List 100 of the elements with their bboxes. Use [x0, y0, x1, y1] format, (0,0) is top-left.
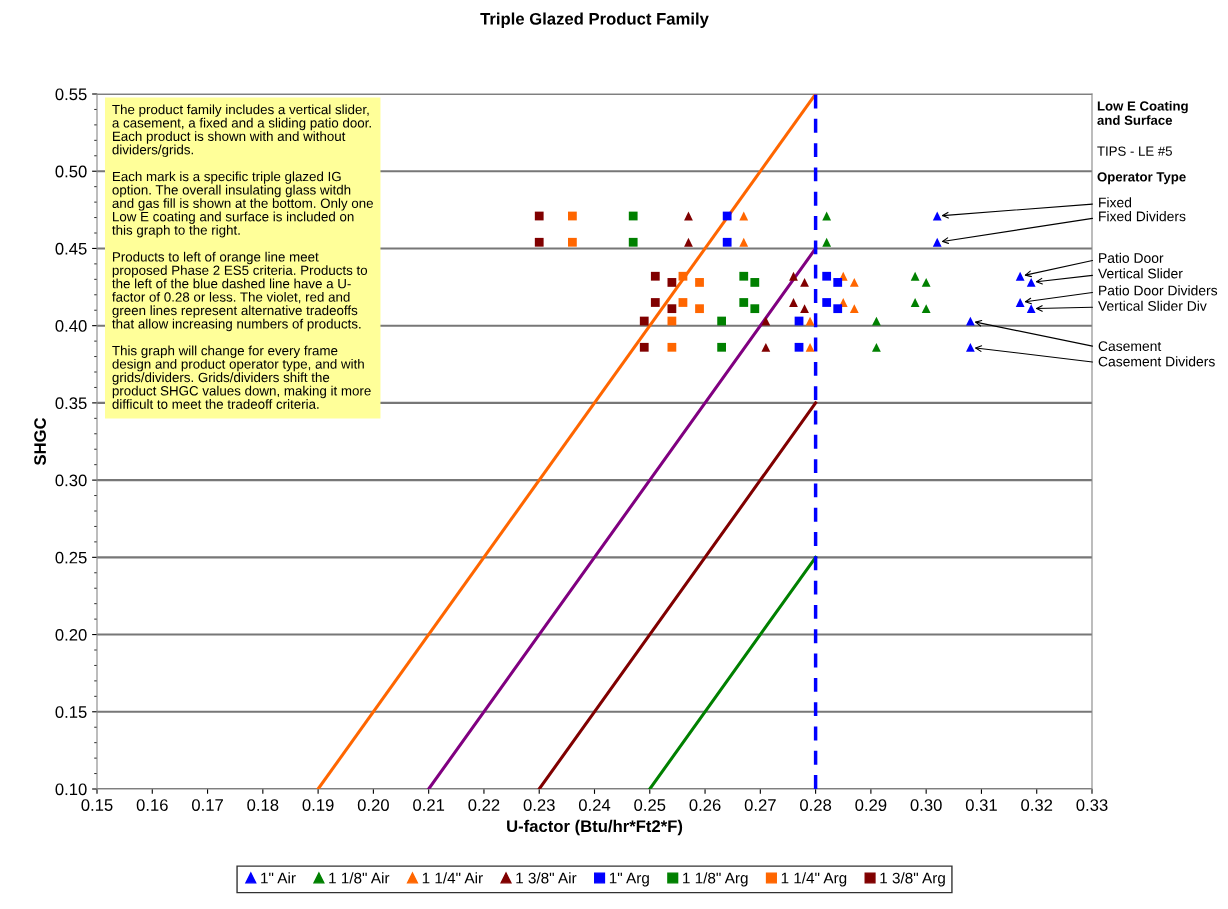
point	[639, 316, 649, 326]
x-tick-label: 0.32	[1021, 799, 1053, 811]
y-tick-label: 0.40	[55, 320, 87, 332]
point	[822, 211, 832, 221]
x-tick-label: 0.26	[689, 799, 721, 811]
text: The product family includes a vertical slider, a casement, a fixed and a sliding patio door. Each product is shown with and without dividers/grids. Each mark is a specific triple glazed IG option. The overall insulating glass witdh and gas fill is shown at the bottom. Only one Low E coating and surface is included on this graph to the right. Products to left of orange line meet proposed Phase 2 ES5 criteria. Products to the left of the blue dashed line have a U- factor of 0.28 or less. The violet, red and green lines represent alternative tradeoffs that allow increasing numbers of products. This graph will change for every frame design and product operator type, and with grids/dividers. Grids/dividers shift the product SHGC values down, making it more difficult to meet the tradeoff criteria.	[112, 104, 373, 409]
point	[739, 271, 749, 281]
x-tick-label: 0.25	[634, 799, 666, 811]
point	[717, 316, 727, 326]
x-tick-label: 0.31	[965, 799, 997, 811]
x-tick-label: 0.29	[855, 799, 887, 811]
point	[822, 237, 832, 247]
point	[1026, 304, 1036, 314]
point	[932, 211, 942, 221]
point	[761, 316, 771, 326]
text: Low E Coating and Surface	[1097, 100, 1188, 125]
legend-label: 1 1/8" Air	[329, 872, 390, 884]
point	[761, 342, 771, 352]
x-tick-label: 0.16	[136, 799, 168, 811]
point	[717, 342, 727, 352]
point	[789, 298, 798, 307]
annotation: Casement Dividers	[1098, 356, 1215, 367]
legend-label: 1 3/8" Arg	[880, 872, 945, 887]
x-tick-label: 0.15	[81, 799, 113, 811]
point	[684, 237, 693, 247]
point	[695, 278, 704, 287]
point	[568, 211, 577, 221]
point	[667, 278, 677, 287]
point	[1026, 278, 1036, 287]
point	[722, 211, 732, 221]
legend-label: 1" Air	[261, 872, 296, 884]
annotation: Fixed	[1099, 197, 1132, 208]
y-tick-label: 0.50	[55, 165, 87, 178]
point	[678, 298, 688, 307]
x-tick-label: 0.33	[1076, 799, 1108, 811]
x-tick-label: 0.22	[468, 799, 500, 811]
point	[739, 237, 749, 247]
point	[966, 316, 975, 326]
point	[534, 211, 544, 221]
point	[667, 304, 677, 314]
y-tick-label: 0.30	[55, 474, 87, 487]
x-tick-label: 0.30	[910, 799, 942, 811]
point	[750, 278, 760, 287]
x-tick-label: 0.28	[800, 799, 832, 811]
legend-label: 1 3/8" Air	[516, 872, 577, 884]
x-tick-label: 0.23	[523, 799, 555, 811]
point	[650, 271, 660, 281]
annotation: Fixed Dividers	[1099, 211, 1186, 222]
y-tick-label: 0.35	[55, 397, 87, 410]
annotation: Casement	[1098, 341, 1162, 352]
point	[667, 342, 677, 352]
point	[872, 316, 881, 326]
point	[639, 342, 649, 352]
point	[910, 271, 920, 281]
text: Operator Type	[1097, 172, 1186, 185]
point	[628, 237, 638, 247]
y-axis-title: SHGC	[34, 417, 46, 466]
point	[833, 278, 843, 287]
point	[833, 304, 843, 314]
y-tick-label: 0.55	[55, 88, 87, 101]
chart-title: Triple Glazed Product Family	[480, 12, 709, 29]
y-tick-label: 0.25	[55, 551, 87, 564]
point	[568, 237, 577, 247]
point	[966, 342, 975, 352]
point	[872, 342, 881, 352]
y-tick-label: 0.15	[55, 706, 87, 718]
point	[739, 211, 749, 221]
point	[750, 304, 760, 314]
point	[534, 237, 544, 247]
legend-label: 1 1/4" Air	[422, 872, 483, 884]
y-tick-label: 0.45	[55, 242, 87, 255]
x-axis-title: U-factor (Btu/hr*Ft2*F)	[507, 819, 683, 836]
point	[678, 271, 688, 281]
x-tick-label: 0.18	[247, 799, 279, 811]
x-tick-label: 0.20	[357, 799, 389, 811]
point	[805, 316, 815, 326]
point	[789, 271, 798, 281]
x-tick-label: 0.27	[744, 799, 776, 811]
point	[800, 304, 809, 314]
point	[800, 278, 809, 287]
point	[805, 342, 815, 352]
annotation: Patio Door	[1099, 252, 1164, 263]
point	[722, 237, 732, 247]
point	[849, 278, 859, 287]
annotation: Patio Door Dividers	[1099, 285, 1218, 296]
x-tick-label: 0.24	[578, 799, 611, 811]
point	[932, 237, 942, 247]
point	[921, 278, 931, 287]
legend-label: 1 1/4" Arg	[781, 872, 847, 887]
point	[650, 298, 660, 307]
x-tick-label: 0.21	[413, 799, 445, 811]
point	[1015, 271, 1025, 281]
point	[695, 304, 704, 314]
annotation: Vertical Slider	[1098, 268, 1183, 279]
point	[794, 342, 804, 352]
point	[822, 298, 832, 307]
text: TIPS - LE #5	[1097, 146, 1172, 156]
y-tick-label: 0.10	[55, 783, 87, 796]
y-tick-label: 0.20	[55, 628, 87, 641]
point	[921, 304, 931, 314]
